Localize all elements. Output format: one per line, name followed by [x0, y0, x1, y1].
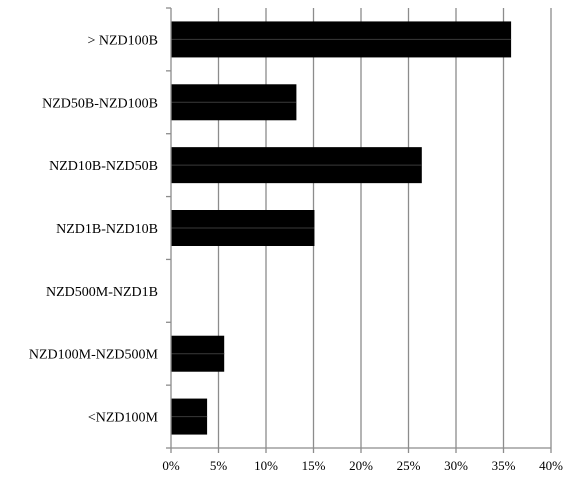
- category-label: NZD500M-NZD1B: [46, 285, 158, 300]
- x-tick-label: 20%: [349, 458, 373, 473]
- x-tick-label: 0%: [162, 458, 180, 473]
- bars: [171, 21, 512, 435]
- category-labels: > NZD100B NZD50B-NZD100B NZD10B-NZD50B NZD1…: [29, 33, 159, 425]
- category-label: NZD10B-NZD50B: [49, 159, 158, 174]
- x-tick-label: 10%: [254, 458, 278, 473]
- x-tick-label: 40%: [539, 458, 563, 473]
- x-tick-label: 30%: [444, 458, 468, 473]
- axes: [166, 7, 552, 453]
- x-tick-label: 25%: [397, 458, 421, 473]
- category-label: NZD50B-NZD100B: [42, 96, 158, 111]
- x-tick-label: 15%: [302, 458, 326, 473]
- category-label: NZD1B-NZD10B: [56, 222, 158, 237]
- category-label: <NZD100M: [88, 411, 159, 426]
- category-label: > NZD100B: [87, 33, 158, 48]
- x-tick-labels: 0% 5% 10% 15% 20% 25% 30% 35% 40%: [162, 458, 563, 473]
- x-tick-label: 35%: [492, 458, 516, 473]
- x-tick-label: 5%: [210, 458, 228, 473]
- category-label: NZD100M-NZD500M: [29, 348, 159, 363]
